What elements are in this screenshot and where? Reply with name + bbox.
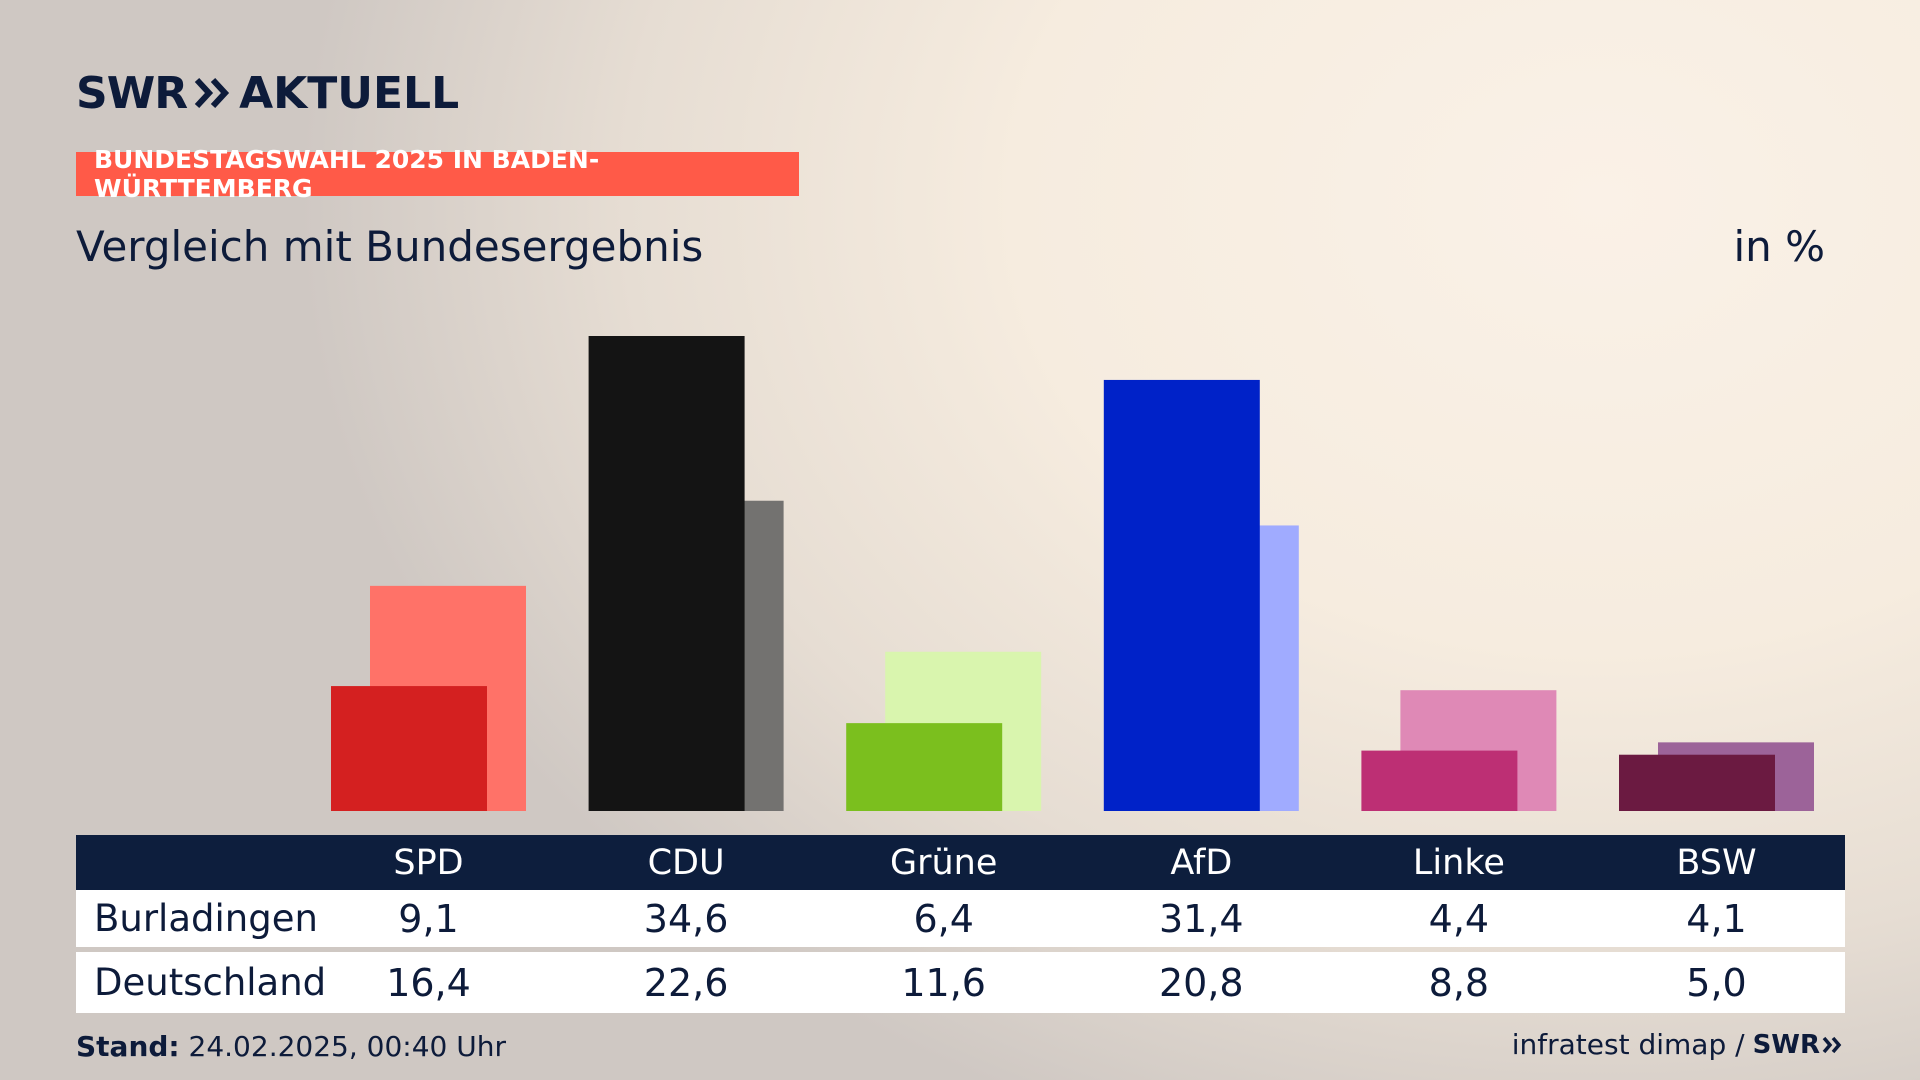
- table-cell: 5,0: [1686, 960, 1747, 1005]
- row-label: Burladingen: [94, 897, 318, 940]
- row-label: Deutschland: [94, 961, 327, 1004]
- double-chevron-icon: [1822, 1036, 1842, 1053]
- bar-burladingen-bsw: [1619, 754, 1775, 811]
- logo-swr-text: SWR: [76, 67, 188, 119]
- chart-subtitle: Vergleich mit Bundesergebnis: [76, 222, 704, 271]
- footer-source: infratest dimap / SWR: [1512, 1028, 1844, 1061]
- party-header-bsw: BSW: [1676, 842, 1757, 883]
- party-header-linke: Linke: [1412, 842, 1505, 883]
- footer-timestamp: Stand: 24.02.2025, 00:40 Uhr: [76, 1030, 506, 1063]
- bar-burladingen-linke: [1361, 750, 1518, 811]
- table-cell: 11,6: [901, 960, 986, 1005]
- results-table: SPD CDU Grüne AfD Linke BSW Burladingen 9,1 34…: [76, 835, 1845, 1013]
- table-row: Burladingen 9,1 34,6 6,4 31,4 4,4 4,1: [76, 890, 1845, 947]
- table-cell: 9,1: [398, 896, 459, 941]
- bar-burladingen-cdu: [588, 336, 745, 811]
- table-cell: 20,8: [1158, 960, 1244, 1005]
- table-row: Deutschland 16,4 22,6 11,6 20,8 8,8 5,0: [76, 952, 1845, 1013]
- table-header: SPD CDU Grüne AfD Linke BSW: [76, 835, 1845, 890]
- party-header-afd: AfD: [1170, 842, 1233, 883]
- table-cell: 22,6: [643, 960, 729, 1005]
- logo-aktuell-text: AKTUELL: [239, 67, 460, 119]
- swr-aktuell-logo: SWR AKTUELL: [76, 67, 460, 119]
- table-cell: 8,8: [1428, 960, 1490, 1005]
- table-cell: 4,4: [1428, 896, 1490, 941]
- bar-burladingen-grüne: [846, 723, 1003, 811]
- party-header-grüne: Grüne: [889, 842, 998, 883]
- stand-value: 24.02.2025, 00:40 Uhr: [188, 1030, 506, 1063]
- footer-swr-logo: SWR: [1752, 1029, 1820, 1060]
- double-chevron-icon: [194, 77, 230, 109]
- party-header-spd: SPD: [393, 842, 464, 883]
- source-text: infratest dimap /: [1511, 1028, 1745, 1061]
- bar-burladingen-spd: [331, 686, 487, 811]
- unit-label: in %: [1733, 222, 1825, 271]
- table-cell: 31,4: [1158, 896, 1244, 941]
- stand-label: Stand:: [76, 1030, 180, 1063]
- table-cell: 34,6: [643, 896, 729, 941]
- table-cell: 16,4: [386, 960, 471, 1005]
- bar-burladingen-afd: [1103, 379, 1260, 811]
- party-header-cdu: CDU: [647, 842, 725, 883]
- table-cell: 4,1: [1686, 896, 1747, 941]
- table-cell: 6,4: [913, 896, 974, 941]
